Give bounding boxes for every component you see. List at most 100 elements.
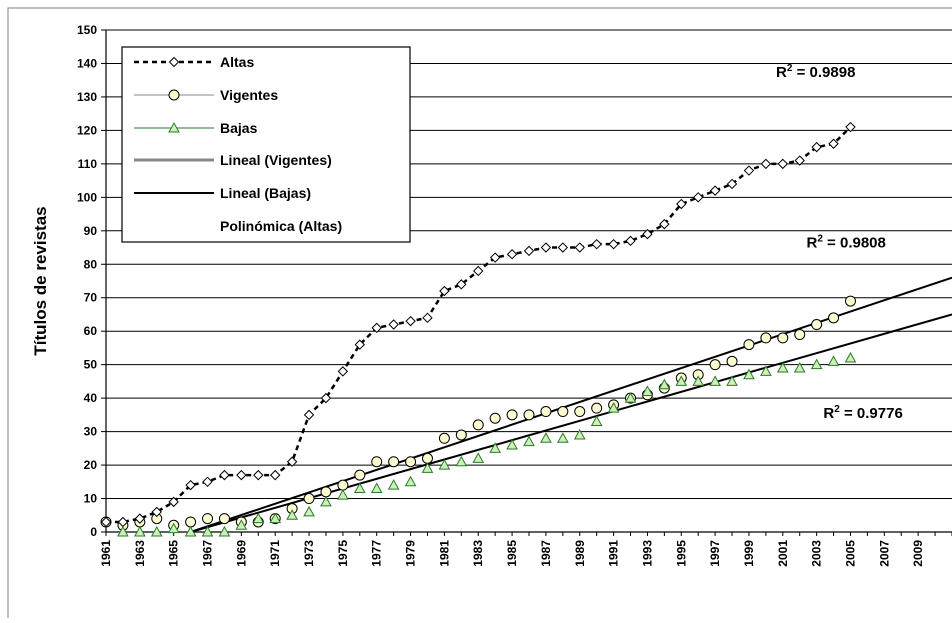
data-point: [117, 525, 129, 537]
data-point: [337, 366, 349, 377]
data-point: [303, 409, 315, 421]
x-tick-label: 1995: [674, 540, 688, 567]
data-point: [811, 141, 822, 153]
r2-base: R: [806, 235, 817, 252]
data-point: [218, 513, 230, 525]
data-point: [354, 469, 366, 481]
data-point: [151, 506, 162, 518]
data-point: [201, 525, 214, 537]
x-tick-label: 1997: [708, 540, 722, 567]
y-tick-label: 40: [84, 391, 98, 405]
data-point: [760, 332, 772, 344]
data-point: [269, 512, 282, 524]
data-point: [303, 493, 315, 505]
data-point: [472, 452, 485, 463]
y-tick-label: 10: [84, 492, 98, 506]
legend-entry-0: Altas: [134, 54, 254, 70]
data-point: [844, 351, 857, 363]
y-tick-label: 80: [84, 257, 98, 271]
data-point: [387, 479, 400, 490]
x-tick-label: 2001: [776, 540, 790, 567]
data-point: [235, 519, 248, 530]
data-point: [692, 375, 705, 386]
data-point: [743, 165, 755, 176]
data-point: [269, 469, 281, 481]
x-tick-label: 1999: [742, 540, 756, 567]
data-point: [726, 178, 738, 190]
data-point: [760, 158, 772, 170]
data-point: [624, 392, 637, 403]
data-point: [743, 368, 755, 380]
y-tick-label: 30: [84, 425, 98, 439]
data-point: [286, 509, 298, 520]
data-point: [726, 375, 738, 386]
legend-swatch-marker: [168, 56, 180, 68]
data-point: [421, 462, 434, 473]
legend-label: Lineal (Vigentes): [220, 152, 332, 168]
legend-entry-3: Lineal (Vigentes): [134, 152, 332, 168]
data-point: [776, 361, 789, 373]
x-tick-label: 1985: [505, 540, 519, 567]
data-point: [607, 402, 620, 413]
data-point: [540, 406, 552, 418]
data-point: [827, 355, 840, 366]
trendline-4: [190, 313, 952, 533]
data-point: [404, 475, 417, 487]
y-tick-label: 90: [84, 224, 98, 238]
data-point: [167, 522, 180, 534]
data-point: [574, 406, 586, 418]
data-point: [354, 339, 366, 350]
r2-annotation: R2 = 0.9898: [776, 63, 855, 81]
x-tick-label: 2009: [911, 540, 925, 567]
data-point: [286, 456, 298, 467]
data-point: [845, 121, 856, 133]
data-point: [455, 429, 467, 441]
x-tick-label: 1963: [133, 540, 147, 567]
data-point: [371, 322, 382, 334]
data-point: [810, 358, 823, 370]
data-point: [150, 525, 163, 537]
legend-label: Altas: [220, 54, 254, 70]
data-point: [777, 158, 789, 170]
data-point: [573, 428, 586, 440]
data-point: [320, 392, 332, 404]
data-point: [760, 365, 772, 376]
data-point: [692, 192, 704, 203]
data-point: [726, 355, 738, 367]
data-point: [421, 452, 433, 464]
data-point: [455, 455, 468, 467]
data-point: [642, 228, 653, 240]
legend-entry-1: Vigentes: [134, 87, 278, 103]
data-point: [185, 479, 196, 491]
data-point: [625, 235, 636, 247]
x-tick-label: 1993: [640, 540, 654, 567]
legend-entry-5: Polinómica (Altas): [220, 218, 342, 234]
legend-label: Polinómica (Altas): [220, 218, 342, 234]
r2-annotation: R2 = 0.9776: [823, 404, 902, 422]
data-point: [320, 495, 332, 507]
r2-superscript: 2: [787, 63, 793, 74]
x-tick-label: 1981: [437, 540, 451, 567]
data-point: [777, 332, 789, 344]
data-point: [252, 512, 265, 524]
legend-swatch-marker: [168, 121, 180, 133]
x-tick-label: 1969: [234, 540, 248, 567]
legend-label: Vigentes: [220, 87, 278, 103]
data-point: [388, 319, 399, 330]
data-point: [811, 319, 823, 331]
data-point: [422, 312, 433, 324]
data-point: [202, 513, 214, 525]
x-tick-label: 1983: [471, 540, 485, 567]
data-point: [574, 242, 585, 253]
data-point: [134, 513, 146, 524]
data-point: [794, 155, 805, 166]
data-point: [828, 312, 840, 324]
data-point: [236, 469, 247, 481]
x-tick-label: 1989: [573, 540, 587, 567]
x-tick-label: 1971: [268, 540, 282, 567]
data-point: [709, 375, 721, 386]
data-point: [591, 238, 602, 250]
data-point: [133, 525, 146, 537]
trendline-3: [190, 276, 952, 533]
